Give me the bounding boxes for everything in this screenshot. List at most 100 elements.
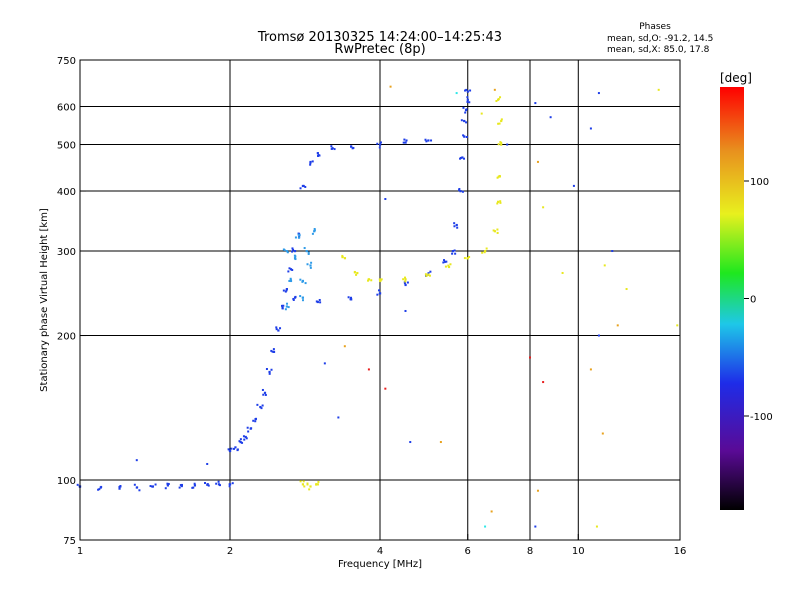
- data-point: [430, 139, 433, 142]
- data-point: [154, 483, 157, 486]
- noise-point: [343, 345, 346, 348]
- data-point: [268, 370, 271, 374]
- data-point: [307, 252, 310, 255]
- noise-point: [384, 198, 387, 201]
- data-point: [367, 279, 370, 282]
- data-point: [499, 200, 502, 203]
- data-point: [378, 292, 381, 295]
- data-point: [133, 483, 136, 486]
- data-point: [288, 267, 291, 270]
- data-point: [138, 489, 141, 492]
- data-point: [465, 121, 468, 124]
- data-point: [294, 295, 297, 298]
- data-point: [254, 420, 257, 423]
- data-point: [499, 201, 502, 204]
- data-point: [293, 250, 297, 253]
- y-tick-label: 200: [57, 332, 76, 343]
- data-point: [317, 154, 320, 157]
- data-point: [292, 248, 295, 251]
- noise-point: [135, 459, 138, 462]
- data-point: [309, 163, 312, 166]
- data-point: [378, 278, 381, 281]
- noise-point: [404, 309, 407, 312]
- data-point: [193, 482, 196, 485]
- data-point: [228, 483, 231, 486]
- data-point: [192, 486, 195, 489]
- data-point: [331, 147, 334, 150]
- x-tick-label: 2: [227, 546, 233, 557]
- data-point: [333, 148, 336, 151]
- data-point: [230, 447, 233, 450]
- data-point: [497, 122, 500, 125]
- data-point: [271, 350, 274, 353]
- data-point: [282, 289, 285, 292]
- data-point: [305, 250, 308, 253]
- data-point: [461, 156, 464, 159]
- data-point: [355, 273, 358, 276]
- data-point: [264, 393, 267, 396]
- noise-point: [542, 381, 545, 384]
- data-point: [166, 482, 169, 485]
- data-point: [498, 122, 501, 125]
- data-point: [428, 274, 431, 277]
- data-point: [76, 483, 79, 486]
- data-point: [302, 184, 305, 187]
- data-point: [260, 407, 263, 410]
- data-point: [406, 281, 409, 284]
- data-points: [76, 85, 679, 528]
- data-point: [118, 485, 121, 488]
- data-point: [288, 279, 291, 282]
- noise-point: [625, 288, 628, 291]
- noise-point: [389, 85, 392, 88]
- data-point: [286, 251, 289, 254]
- data-point: [341, 256, 344, 259]
- data-point: [427, 139, 430, 142]
- data-point: [234, 446, 237, 449]
- data-point: [291, 247, 294, 250]
- data-point: [236, 448, 239, 451]
- data-point: [218, 484, 221, 487]
- noise-point: [206, 462, 209, 465]
- data-point: [119, 485, 122, 488]
- data-point: [458, 189, 461, 192]
- data-point: [462, 134, 465, 137]
- data-point: [151, 485, 154, 488]
- colorbar-tick-label: 100: [750, 177, 769, 188]
- data-point: [349, 298, 352, 301]
- data-point: [231, 482, 234, 485]
- noise-point: [493, 88, 496, 91]
- noise-point: [657, 88, 660, 91]
- data-point: [252, 419, 255, 422]
- y-axis-label: Stationary phase Virtual Height [km]: [39, 208, 50, 392]
- data-point: [289, 268, 293, 271]
- data-point: [460, 119, 463, 122]
- data-point: [280, 304, 283, 307]
- noise-point: [536, 160, 539, 163]
- data-point: [309, 485, 312, 488]
- data-point: [306, 482, 309, 485]
- data-point: [425, 274, 428, 277]
- data-point: [247, 430, 250, 433]
- data-point: [379, 279, 382, 282]
- data-point: [217, 480, 220, 483]
- data-point: [179, 484, 182, 487]
- data-point: [464, 111, 467, 114]
- phases-heading: Phases: [639, 22, 671, 32]
- data-point: [466, 100, 469, 103]
- data-point: [402, 141, 405, 144]
- data-point: [456, 226, 459, 229]
- data-point: [180, 483, 183, 486]
- data-point: [166, 484, 169, 487]
- data-point: [403, 282, 406, 285]
- data-point: [449, 263, 452, 266]
- data-point: [466, 90, 469, 93]
- noise-point: [367, 368, 370, 371]
- data-point: [458, 187, 461, 190]
- data-point: [301, 299, 304, 302]
- data-point: [259, 405, 262, 409]
- noise-point: [589, 368, 592, 371]
- data-point: [469, 89, 472, 92]
- data-point: [275, 328, 278, 331]
- y-tick-label: 75: [63, 536, 76, 547]
